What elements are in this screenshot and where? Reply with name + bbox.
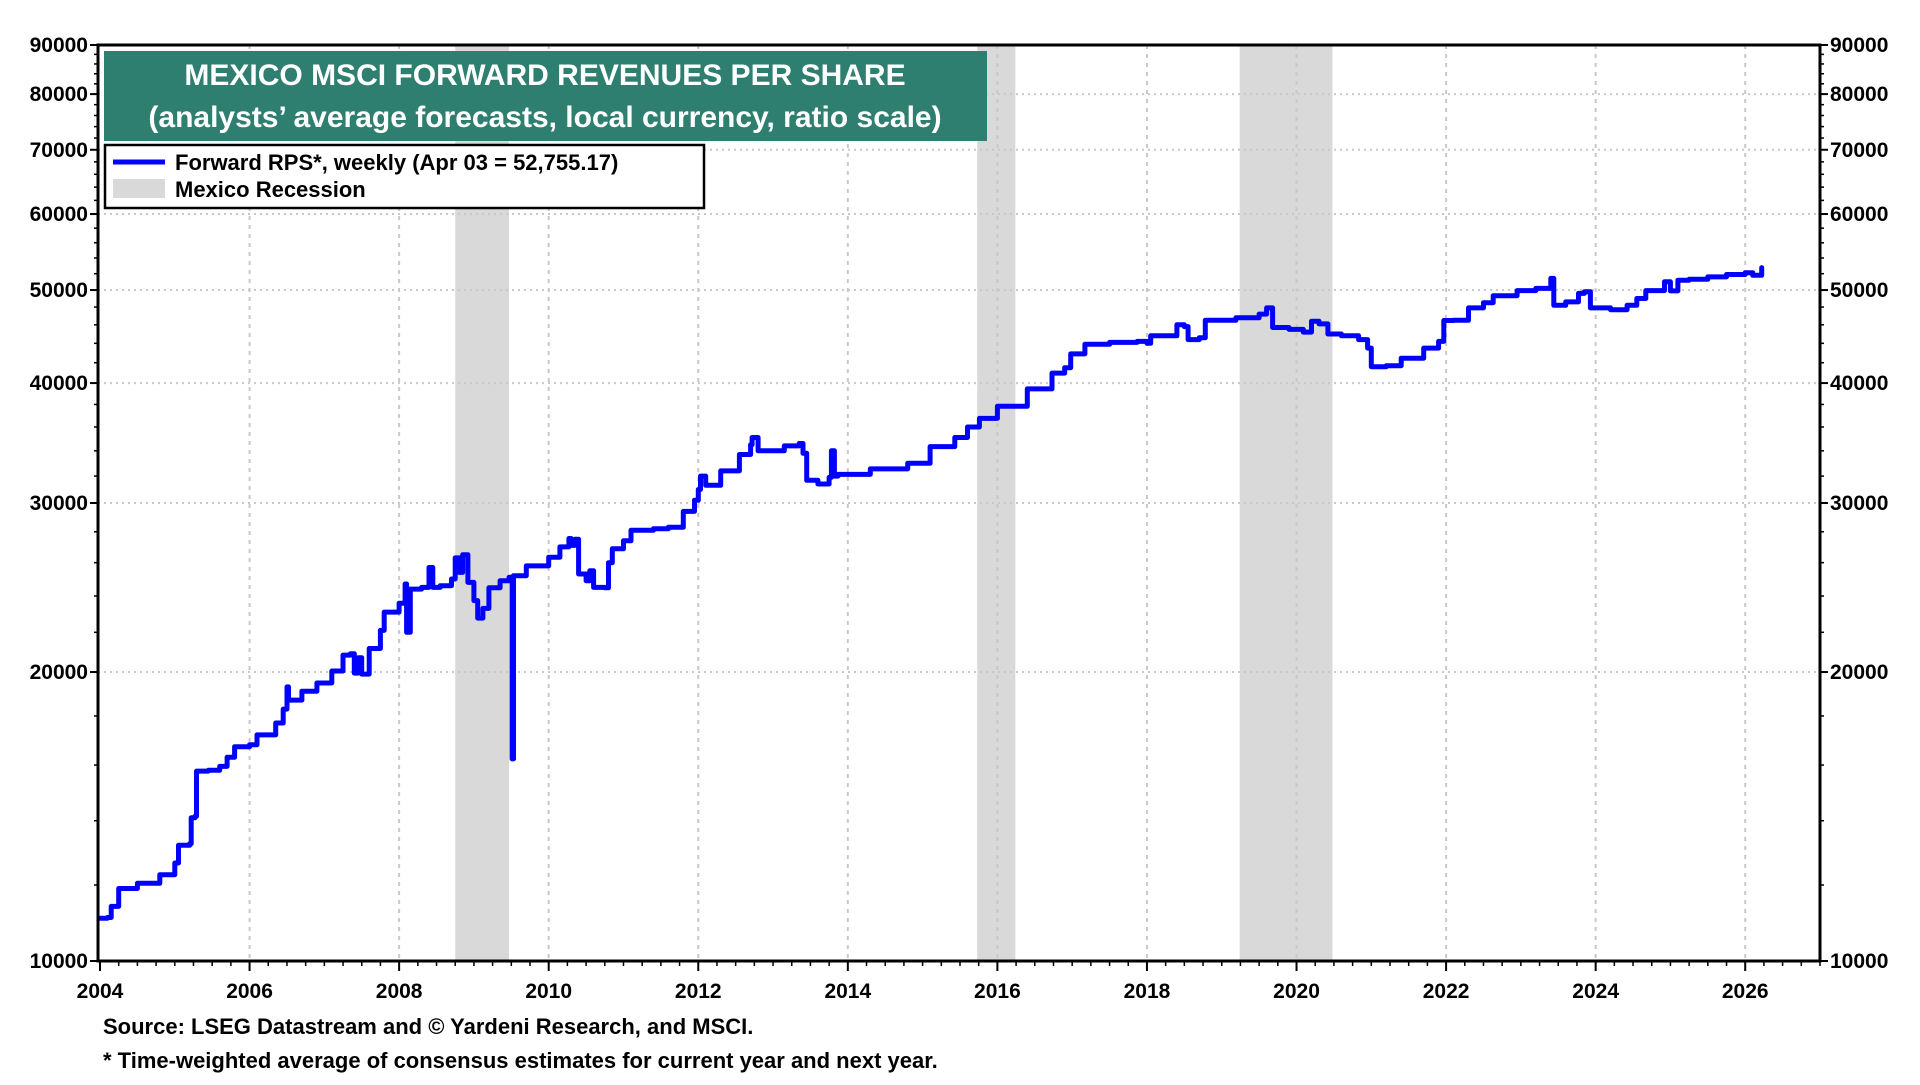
x-tick-label: 2014 bbox=[824, 980, 871, 1003]
y-tick-label-right: 30000 bbox=[1830, 492, 1888, 515]
legend: Forward RPS*, weekly (Apr 03 = 52,755.17… bbox=[103, 143, 706, 210]
y-tick-label-right: 90000 bbox=[1830, 34, 1888, 57]
x-tick-label: 2006 bbox=[226, 980, 273, 1003]
axes: 10000 10000 20000 20000 30000 30000 40000 40000… bbox=[30, 34, 1889, 1003]
x-tick-label: 2018 bbox=[1124, 980, 1171, 1003]
legend-box bbox=[103, 143, 706, 210]
legend-label-series: Forward RPS*, weekly (Apr 03 = 52,755.17… bbox=[175, 150, 618, 175]
x-tick-label: 2012 bbox=[675, 980, 722, 1003]
y-tick-label-right: 80000 bbox=[1830, 83, 1888, 106]
x-tick-label: 2022 bbox=[1423, 980, 1470, 1003]
y-tick-label-left: 40000 bbox=[30, 372, 88, 395]
x-tick-label: 2016 bbox=[974, 980, 1021, 1003]
y-tick-label-right: 50000 bbox=[1830, 279, 1888, 302]
y-tick-label-right: 70000 bbox=[1830, 139, 1888, 162]
legend-label-recession: Mexico Recession bbox=[175, 177, 366, 202]
y-tick-label-right: 60000 bbox=[1830, 203, 1888, 226]
y-tick-label-right: 20000 bbox=[1830, 661, 1888, 684]
y-tick-label-left: 50000 bbox=[30, 279, 88, 302]
recession-band bbox=[977, 45, 1016, 961]
legend-swatch-recession bbox=[113, 179, 165, 198]
title-box bbox=[104, 51, 987, 141]
x-tick-label: 2008 bbox=[376, 980, 423, 1003]
y-tick-label-left: 10000 bbox=[30, 950, 88, 973]
footnote-source: Source: LSEG Datastream and © Yardeni Re… bbox=[103, 1014, 753, 1039]
chart-title: MEXICO MSCI FORWARD REVENUES PER SHARE bbox=[184, 59, 905, 92]
x-tick-label: 2020 bbox=[1273, 980, 1320, 1003]
chart-subtitle: (analysts’ average forecasts, local curr… bbox=[148, 101, 941, 134]
series-line-forward-rps bbox=[97, 265, 1765, 921]
y-tick-label-left: 20000 bbox=[30, 661, 88, 684]
x-tick-label: 2004 bbox=[77, 980, 124, 1003]
y-tick-label-left: 70000 bbox=[30, 139, 88, 162]
y-tick-label-left: 90000 bbox=[30, 34, 88, 57]
y-tick-label-right: 40000 bbox=[1830, 372, 1888, 395]
y-tick-label-left: 80000 bbox=[30, 83, 88, 106]
y-tick-label-left: 30000 bbox=[30, 492, 88, 515]
x-tick-label: 2010 bbox=[525, 980, 572, 1003]
series-layer bbox=[97, 265, 1765, 921]
y-tick-label-right: 10000 bbox=[1830, 950, 1888, 973]
x-tick-label: 2026 bbox=[1722, 980, 1769, 1003]
y-tick-label-left: 60000 bbox=[30, 203, 88, 226]
footnote-definition: * Time-weighted average of consensus est… bbox=[103, 1048, 938, 1073]
x-tick-label: 2024 bbox=[1572, 980, 1619, 1003]
